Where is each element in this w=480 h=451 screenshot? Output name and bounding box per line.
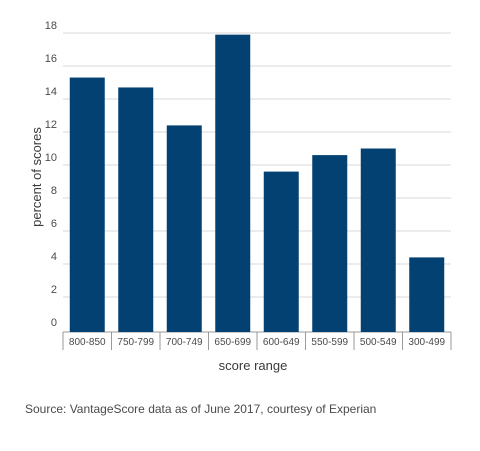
bar-600-649 (263, 171, 299, 332)
bar-700-749 (166, 125, 202, 333)
x-tick-label: 600-649 (263, 337, 300, 348)
bar-500-549 (360, 148, 396, 332)
bar-650-699 (215, 34, 251, 333)
y-tick-label: 10 (45, 152, 57, 164)
y-tick-label: 4 (51, 251, 57, 263)
y-tick-label: 6 (51, 218, 57, 230)
x-tick-label: 750-799 (117, 337, 154, 348)
y-tick-label: 14 (45, 86, 57, 98)
x-tick-label: 300-499 (408, 337, 445, 348)
source-note: Source: VantageScore data as of June 201… (25, 402, 377, 416)
bar-750-799 (118, 87, 154, 332)
y-tick-label: 2 (51, 284, 57, 296)
y-axis-label: percent of scores (29, 127, 44, 227)
x-axis-label: score range (219, 358, 288, 373)
x-tick-label: 800-850 (69, 337, 106, 348)
y-tick-label: 18 (45, 20, 57, 32)
x-tick-label: 650-699 (214, 337, 251, 348)
x-axis-ticks: 800-850 750-799 700-749 650-699 600-649 550-5… (62, 332, 452, 350)
bar-550-599 (312, 155, 348, 332)
y-tick-label: 16 (45, 53, 57, 65)
y-axis-ticks: 0 2 4 6 8 10 12 14 16 18 (45, 20, 57, 329)
bar-300-499 (409, 257, 445, 332)
y-tick-label: 12 (45, 119, 57, 131)
x-tick-label: 500-549 (360, 337, 397, 348)
bar-800-850 (69, 77, 105, 332)
y-tick-label: 0 (51, 317, 57, 329)
y-tick-label: 8 (51, 185, 57, 197)
x-tick-label: 550-599 (311, 337, 348, 348)
x-tick-label: 700-749 (166, 337, 203, 348)
bars (69, 34, 445, 333)
